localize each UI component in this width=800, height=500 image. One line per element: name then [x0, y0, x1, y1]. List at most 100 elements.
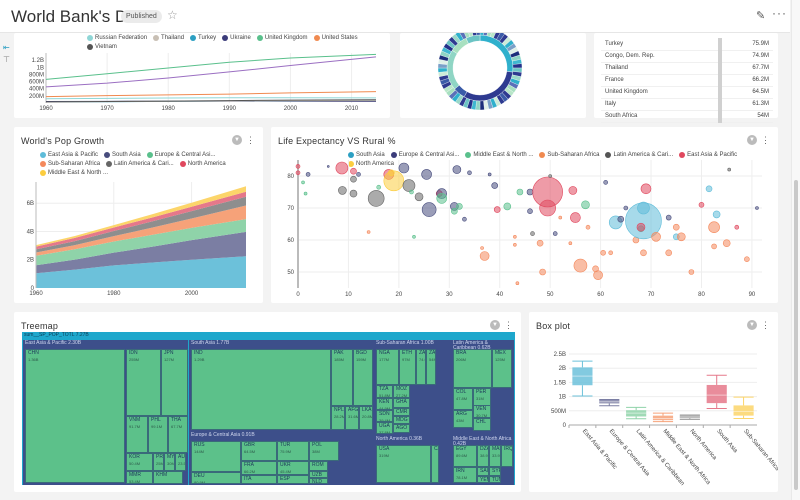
- treemap-cell[interactable]: MDG: [393, 416, 410, 424]
- treemap-cell[interactable]: RUS 144M: [191, 441, 241, 472]
- card-menu-icon[interactable]: ⋮: [761, 135, 770, 145]
- legend-item[interactable]: Latin America & Cari...: [106, 159, 174, 168]
- treemap-cell[interactable]: NLD: [309, 478, 328, 484]
- treemap-cell[interactable]: AUS23.5M: [175, 453, 186, 471]
- treemap-cell[interactable]: ARG 43M: [453, 410, 473, 428]
- treemap-cell[interactable]: ITA61.3M: [241, 475, 277, 484]
- legend-item[interactable]: Europe & Central Asi...: [390, 150, 459, 159]
- filter-icon[interactable]: ▼: [747, 320, 757, 330]
- treemap-cell[interactable]: CMR: [393, 408, 410, 416]
- table-row[interactable]: South Africa 54M: [601, 110, 773, 123]
- treemap-cell[interactable]: SDN 39.4M: [376, 410, 393, 422]
- table-row[interactable]: Turkey 75.9M: [601, 38, 773, 51]
- treemap-cell[interactable]: UGA 37.8M: [376, 422, 393, 434]
- treemap-cell[interactable]: VNM 91.7M: [126, 416, 148, 453]
- treemap-cell[interactable]: FRA 66.2M: [241, 461, 277, 475]
- treemap-cell[interactable]: IRQ: [501, 445, 513, 467]
- treemap-cell[interactable]: POL 38M: [309, 441, 339, 461]
- legend-item[interactable]: Vietnam: [87, 42, 117, 51]
- filter-icon[interactable]: ▼: [232, 135, 242, 145]
- more-options-icon[interactable]: ···: [772, 6, 787, 20]
- treemap-cell[interactable]: CAN: [431, 445, 439, 483]
- treemap-cell[interactable]: MYS30M: [164, 453, 175, 471]
- edit-dashboard-icon[interactable]: ✎: [756, 10, 766, 22]
- legend-item[interactable]: Middle East & North ...: [40, 168, 108, 177]
- table-row[interactable]: France 66.2M: [601, 74, 773, 87]
- filter-icon[interactable]: ▼: [490, 320, 500, 330]
- treemap-cell[interactable]: NPL 28.2M: [331, 406, 345, 430]
- treemap-cell[interactable]: USA 319M: [376, 445, 431, 483]
- legend-item[interactable]: Thailand: [153, 33, 184, 42]
- table-row[interactable]: Thailand 67.7M: [601, 62, 773, 75]
- legend-item[interactable]: Ukraine: [222, 33, 251, 42]
- legend-item[interactable]: United Kingdom: [256, 33, 308, 42]
- legend-item[interactable]: Turkey: [190, 33, 216, 42]
- scrollbar-thumb[interactable]: [794, 180, 798, 490]
- card-menu-icon[interactable]: ⋮: [761, 320, 770, 330]
- treemap-cell[interactable]: UKR 45.4M: [277, 461, 309, 475]
- filter-icon[interactable]: ▼: [747, 135, 757, 145]
- table-row[interactable]: Italy 61.3M: [601, 98, 773, 111]
- treemap-cell[interactable]: AGO: [393, 424, 410, 433]
- treemap-cell[interactable]: UZB30.8M: [309, 471, 328, 478]
- legend-item[interactable]: Latin America & Cari...: [605, 150, 673, 159]
- page-scrollbar[interactable]: [791, 0, 800, 500]
- treemap-cell[interactable]: MMR 53.4M: [126, 471, 153, 484]
- treemap-cell[interactable]: CHL: [473, 418, 491, 431]
- treemap-cell[interactable]: TZA 51.8M: [376, 385, 393, 398]
- table-row[interactable]: United Kingdom 64.5M: [601, 86, 773, 99]
- treemap-cell[interactable]: MAR33.9M: [489, 445, 501, 467]
- treemap-cell[interactable]: MEX 125M: [492, 349, 512, 388]
- treemap-cell[interactable]: PHL 99.1M: [148, 416, 168, 453]
- legend-item[interactable]: Sub-Saharan Africa: [539, 150, 599, 159]
- treemap-cell[interactable]: ESP46.4M: [277, 475, 309, 484]
- treemap-cell[interactable]: AFG 31.6M: [345, 406, 359, 430]
- treemap-cell[interactable]: IND 1.29B: [191, 349, 331, 430]
- treemap-cell[interactable]: VEN 30.7M: [473, 405, 491, 418]
- legend-item[interactable]: East Asia & Pacific: [40, 150, 98, 159]
- treemap-cell[interactable]: KOR 50.4M: [126, 453, 153, 471]
- treemap-cell[interactable]: SAU30.9M: [477, 467, 489, 476]
- expand-sidebar-icon[interactable]: ⇤: [3, 43, 10, 52]
- favorite-star-icon[interactable]: ☆: [167, 8, 178, 22]
- treemap-cell[interactable]: ZAF54M: [426, 349, 436, 385]
- treemap-cell[interactable]: IRN 78.1M: [453, 467, 477, 483]
- treemap-cell[interactable]: LKA 20.8M: [359, 406, 373, 430]
- treemap-cell[interactable]: SYR: [489, 467, 501, 476]
- legend-item[interactable]: Europe & Central Asi...: [146, 150, 215, 159]
- treemap-cell[interactable]: NGA 177M: [376, 349, 399, 385]
- treemap-cell[interactable]: BGD 159M: [353, 349, 373, 406]
- legend-item[interactable]: South Asia: [348, 150, 385, 159]
- treemap-cell[interactable]: DEU 80.9M: [191, 472, 241, 484]
- treemap-cell[interactable]: GBR 64.5M: [241, 441, 277, 461]
- treemap-cell[interactable]: GHA26.8M: [393, 398, 410, 408]
- legend-item[interactable]: United States: [313, 33, 358, 42]
- filter-icon[interactable]: ⊤: [3, 55, 10, 64]
- treemap-cell[interactable]: KEN 44.9M: [376, 398, 393, 410]
- treemap-cell[interactable]: ROM19.9M: [309, 461, 328, 471]
- legend-item[interactable]: Russian Federation: [87, 33, 147, 42]
- treemap-cell[interactable]: KHM: [153, 471, 183, 484]
- treemap-cell[interactable]: YEM: [477, 476, 489, 483]
- treemap-cell[interactable]: PAK 185M: [331, 349, 353, 406]
- legend-item[interactable]: Middle East & North ...: [465, 150, 533, 159]
- treemap-cell[interactable]: COL 47.8M: [453, 388, 473, 410]
- legend-item[interactable]: East Asia & Pacific: [679, 150, 737, 159]
- table-row[interactable]: Congo, Dem. Rep. 74.9M: [601, 50, 773, 63]
- legend-item[interactable]: North America: [348, 159, 394, 168]
- legend-item[interactable]: South Asia: [104, 150, 141, 159]
- legend-item[interactable]: Sub-Saharan Africa: [40, 159, 100, 168]
- treemap-cell[interactable]: MOZ 27.2M: [393, 385, 410, 398]
- treemap-cell[interactable]: BRA 206M: [453, 349, 492, 388]
- treemap-root[interactable]: sum__SP_POP_TOTL 7.27B: [22, 332, 515, 340]
- treemap-cell[interactable]: THA 67.7M: [168, 416, 188, 453]
- treemap-cell[interactable]: ETH 97M: [399, 349, 416, 385]
- treemap-cell[interactable]: TUR 75.9M: [277, 441, 309, 461]
- card-menu-icon[interactable]: ⋮: [246, 135, 255, 145]
- card-menu-icon[interactable]: ⋮: [504, 320, 513, 330]
- treemap-cell[interactable]: TUN: [489, 476, 501, 483]
- treemap-cell[interactable]: CHN 1.36B: [25, 349, 125, 483]
- treemap-cell[interactable]: IDN 255M: [126, 349, 161, 416]
- treemap-cell[interactable]: JPN 127M: [161, 349, 188, 416]
